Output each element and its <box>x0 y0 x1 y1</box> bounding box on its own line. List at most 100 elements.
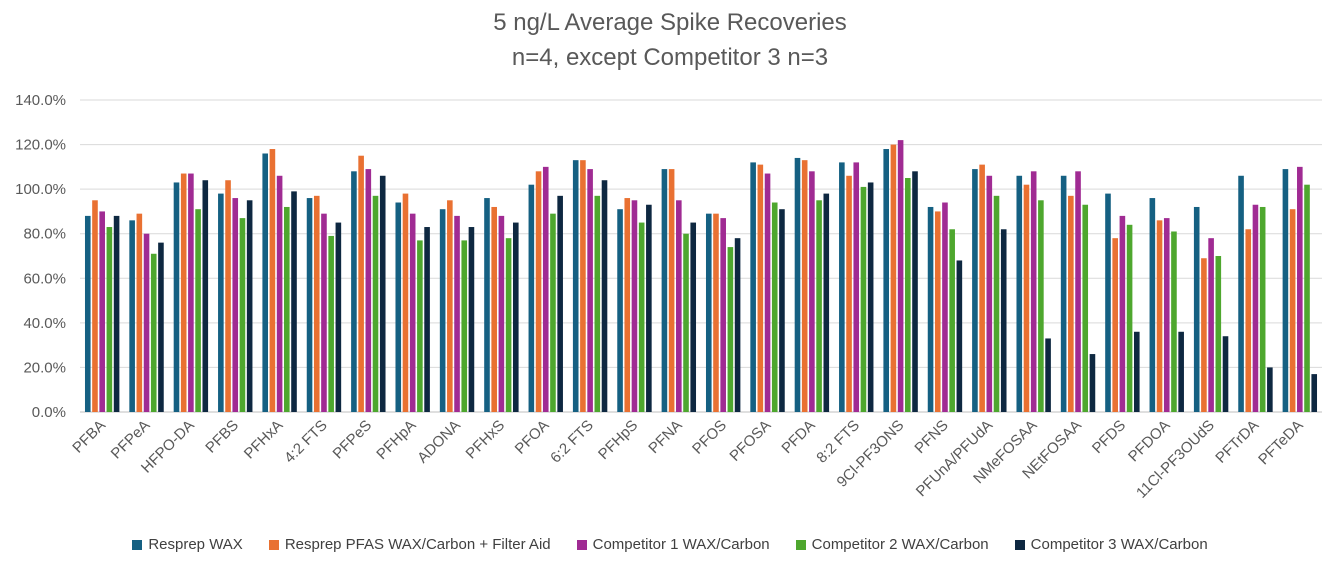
bar <box>454 215 460 412</box>
bar <box>358 155 364 412</box>
bar <box>424 227 430 412</box>
x-tick-label: PFHpA <box>373 417 419 463</box>
bar <box>972 169 978 412</box>
bar <box>491 206 497 412</box>
bar <box>202 180 209 412</box>
bar <box>1259 206 1266 412</box>
bar <box>771 202 778 412</box>
bar <box>1038 200 1044 412</box>
bar <box>794 157 801 412</box>
bar <box>1045 338 1051 412</box>
bar <box>890 144 897 412</box>
bar <box>1149 198 1156 412</box>
bar <box>1060 175 1067 412</box>
bar <box>218 193 224 412</box>
bar <box>1208 238 1214 412</box>
bar <box>601 180 608 412</box>
y-tick-label: 20.0% <box>23 359 66 376</box>
x-tick-label: PFHxS <box>463 417 509 463</box>
x-tick-label: PFOSA <box>726 417 774 465</box>
bar <box>321 213 327 412</box>
x-tick-label: PFTeDA <box>1255 417 1307 469</box>
bar <box>883 149 890 412</box>
legend-label: Competitor 3 WAX/Carbon <box>1030 536 1208 553</box>
bar <box>986 175 993 412</box>
bar <box>269 149 276 412</box>
bar <box>1105 193 1111 412</box>
bar <box>92 200 98 412</box>
bar <box>498 215 505 412</box>
y-tick-label: 100.0% <box>15 181 66 198</box>
bar <box>816 200 822 412</box>
chart-subtitle: n=4, except Competitor 3 n=3 <box>511 44 829 71</box>
bar <box>1133 331 1140 412</box>
bar <box>1163 218 1170 412</box>
legend-item: Resprep WAX <box>132 536 243 553</box>
bar <box>624 198 631 412</box>
bar <box>956 260 963 412</box>
bar <box>1082 204 1089 412</box>
bar <box>927 206 934 412</box>
bar <box>942 202 948 412</box>
x-tick-label: PFDA <box>778 417 818 457</box>
bar <box>1119 215 1126 412</box>
x-tick-label: 11Cl-PF3OUdS <box>1133 417 1218 502</box>
y-tick-label: 120.0% <box>15 137 66 154</box>
bar <box>646 204 652 412</box>
bar <box>262 153 269 413</box>
bar <box>1112 238 1118 412</box>
x-tick-label: PFBA <box>69 417 109 457</box>
legend-label: Resprep PFAS WAX/Carbon + Filter Aid <box>284 536 551 553</box>
bar <box>484 198 490 412</box>
legend-swatch <box>576 539 587 550</box>
legend-item: Resprep PFAS WAX/Carbon + Filter Aid <box>268 536 551 553</box>
y-tick-label: 0.0% <box>32 404 66 421</box>
legend-item: Competitor 3 WAX/Carbon <box>1014 536 1208 553</box>
bar <box>402 193 409 412</box>
bar <box>1030 171 1037 412</box>
x-tick-label: 4:2 FTS <box>281 417 331 467</box>
bar <box>1289 209 1296 412</box>
bar <box>542 166 549 412</box>
bar <box>461 240 468 412</box>
x-tick-label: PFDS <box>1089 417 1129 457</box>
bar <box>468 227 475 412</box>
legend-item: Competitor 1 WAX/Carbon <box>576 536 770 553</box>
bar <box>1297 166 1303 412</box>
bar <box>1252 204 1259 412</box>
bar <box>195 209 201 412</box>
bar <box>1016 175 1023 412</box>
x-tick-label: ADONA <box>414 417 464 467</box>
bar <box>150 253 157 412</box>
bar <box>84 215 91 412</box>
bar <box>1245 229 1252 412</box>
bar <box>713 213 719 412</box>
bar <box>594 195 601 412</box>
bar <box>173 182 180 412</box>
bar <box>1178 331 1184 412</box>
bar <box>683 233 689 412</box>
legend-swatch <box>795 539 806 550</box>
legend-swatch <box>132 539 143 550</box>
bar <box>447 200 453 412</box>
bar <box>180 173 187 412</box>
bar <box>1156 220 1163 412</box>
bar <box>1068 195 1074 412</box>
bar <box>1222 336 1229 412</box>
bar <box>409 213 416 412</box>
bar <box>528 184 535 412</box>
bar <box>158 242 164 412</box>
bar <box>1171 231 1177 412</box>
bar <box>284 206 290 412</box>
y-tick-label: 40.0% <box>23 315 66 332</box>
bar <box>580 160 586 412</box>
bar <box>379 175 386 412</box>
bar <box>143 233 150 412</box>
bar <box>439 209 446 412</box>
bar <box>638 222 645 412</box>
bar <box>949 229 955 412</box>
bar <box>550 213 556 412</box>
